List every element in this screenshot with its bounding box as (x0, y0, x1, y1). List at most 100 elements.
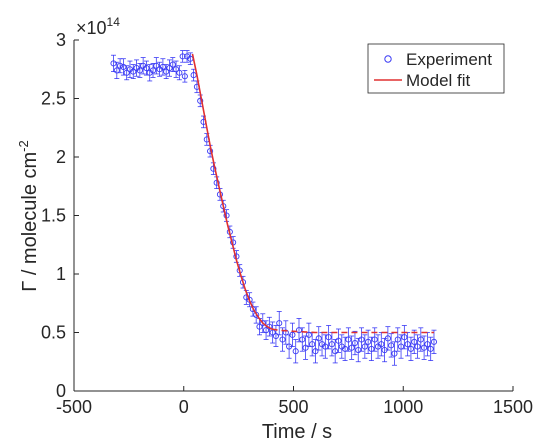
experiment-marker (391, 350, 398, 357)
y-exponent-power: 14 (107, 15, 121, 29)
experiment-marker (181, 73, 188, 80)
experiment-marker (401, 334, 408, 341)
data-layer (110, 50, 438, 366)
experiment-marker (136, 67, 143, 74)
experiment-marker (259, 320, 266, 327)
experiment-point (398, 334, 405, 359)
experiment-point (256, 318, 263, 336)
experiment-marker (295, 327, 303, 334)
y-tick-label: 0.5 (41, 323, 66, 343)
experiment-point (430, 329, 438, 354)
experiment-marker (365, 338, 372, 345)
experiment-marker (197, 97, 204, 104)
experiment-marker (130, 68, 137, 75)
experiment-marker (302, 344, 309, 351)
experiment-point (411, 329, 418, 354)
experiment-point (325, 325, 332, 350)
experiment-marker (315, 335, 322, 342)
experiment-point (302, 335, 309, 360)
model-fit-line (191, 53, 272, 330)
experiment-point (181, 70, 188, 83)
experiment-point (427, 336, 434, 361)
experiment-marker (398, 343, 405, 350)
experiment-point (289, 322, 296, 347)
y-tick-label: 1 (56, 264, 66, 284)
x-tick-label: -500 (56, 397, 92, 417)
experiment-marker (342, 345, 349, 352)
x-axis-label: Time / s (262, 421, 332, 441)
y-exponent-label: ×1014 (76, 15, 120, 38)
experiment-point (276, 311, 283, 336)
experiment-marker (421, 344, 428, 351)
experiment-marker (368, 345, 375, 352)
experiment-marker (279, 336, 286, 343)
experiment-point (371, 327, 378, 352)
experiment-marker (394, 336, 401, 343)
experiment-marker (110, 60, 117, 67)
experiment-marker (149, 67, 157, 74)
y-axis-label-main: Γ / molecule cm (19, 152, 41, 292)
x-tick-label: 500 (278, 397, 308, 417)
experiment-marker (427, 345, 434, 352)
experiment-marker (417, 336, 424, 343)
experiment-point (378, 332, 385, 357)
experiment-marker (289, 331, 296, 338)
experiment-point (269, 321, 276, 344)
experiment-point (295, 318, 303, 343)
experiment-point (417, 327, 424, 352)
experiment-point (407, 336, 414, 361)
experiment-marker (299, 336, 306, 343)
experiment-marker (424, 341, 431, 348)
experiment-point (159, 58, 166, 76)
experiment-point (166, 59, 173, 77)
experiment-marker (388, 342, 395, 349)
experiment-point (163, 64, 170, 80)
experiment-marker (166, 65, 173, 72)
experiment-marker (325, 334, 332, 341)
experiment-marker (430, 338, 438, 345)
experiment-marker (256, 323, 263, 330)
experiment-point (335, 328, 342, 353)
experiment-point (110, 54, 117, 72)
experiment-marker (276, 320, 283, 327)
experiment-point (130, 64, 137, 80)
experiment-point (342, 336, 349, 361)
experiment-marker (292, 348, 299, 355)
experiment-point (355, 337, 362, 363)
x-tick-label: 0 (179, 397, 189, 417)
experiment-point (414, 334, 421, 359)
experiment-point (305, 322, 312, 347)
y-exponent-base: ×10 (76, 18, 107, 38)
experiment-point (279, 327, 286, 352)
experiment-point (348, 335, 355, 360)
experiment-point (176, 65, 183, 81)
experiment-point (113, 61, 120, 80)
experiment-point (332, 339, 339, 364)
experiment-point (282, 320, 289, 345)
experiment-marker (322, 343, 329, 350)
experiment-marker (282, 329, 289, 336)
x-tick-label: 1000 (383, 397, 423, 417)
experiment-marker (312, 348, 319, 355)
experiment-marker (263, 327, 270, 334)
legend-marker-experiment (384, 55, 392, 63)
experiment-marker (159, 63, 166, 70)
experiment-marker (348, 344, 355, 351)
experiment-marker (355, 346, 362, 354)
experiment-marker (176, 69, 183, 76)
x-tick-label: 1500 (493, 397, 533, 417)
experiment-marker (407, 345, 414, 352)
experiment-point (263, 320, 270, 340)
legend-box (367, 43, 505, 94)
experiment-marker (378, 341, 385, 348)
experiment-point (391, 341, 398, 366)
y-tick-label: 2.5 (41, 89, 66, 109)
experiment-marker (358, 336, 365, 343)
y-tick-label: 0 (56, 381, 66, 401)
experiment-marker (361, 343, 368, 350)
experiment-marker (305, 331, 312, 338)
experiment-point (328, 332, 335, 357)
experiment-point (404, 332, 411, 357)
